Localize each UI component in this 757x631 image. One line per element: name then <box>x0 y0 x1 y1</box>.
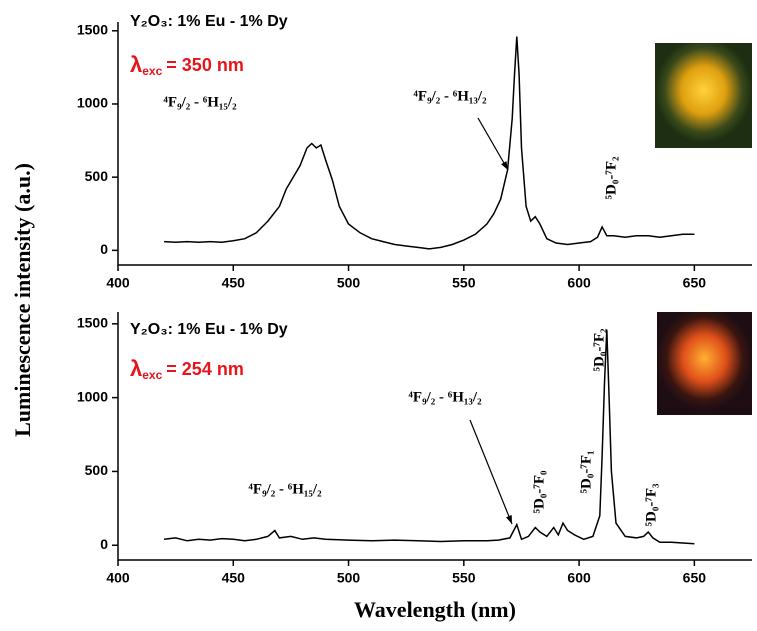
panel-title: Y₂O₃: 1% Eu - 1% Dy <box>130 321 288 338</box>
spectrum-line <box>164 36 695 250</box>
excitation-value: = 254 nm <box>166 359 244 379</box>
transition-label: ⁴F₉/₂ - ⁶H₁₃/₂ <box>408 389 482 405</box>
transition-label: ⁵D₀-⁷F₂ <box>591 328 607 371</box>
y-axis-label: Luminescence intensity (a.u.) <box>10 163 35 437</box>
panel-title: Y₂O₃: 1% Eu - 1% Dy <box>130 13 288 30</box>
y-tick-label: 1500 <box>77 315 108 331</box>
x-tick-label: 450 <box>222 275 246 291</box>
excitation-subscript: exc <box>142 368 162 382</box>
annotation-arrow <box>477 117 509 171</box>
excitation-subscript: exc <box>142 64 162 78</box>
x-axis-label: Wavelength (nm) <box>354 597 516 622</box>
arrow-head <box>505 515 512 524</box>
y-tick-label: 1000 <box>77 95 108 111</box>
excitation-label: λexc = 254 nm <box>130 356 244 382</box>
transition-label: ⁴F₉/₂ - ⁶H₁₅/₂ <box>248 481 322 497</box>
excitation-symbol: λ <box>130 356 142 381</box>
x-tick-label: 500 <box>337 570 361 586</box>
spectrum-line <box>164 329 695 545</box>
y-tick-label: 1500 <box>77 21 108 37</box>
x-tick-label: 400 <box>106 570 130 586</box>
transition-label: ⁴F₉/₂ - ⁶H₁₃/₂ <box>413 88 487 104</box>
x-tick-label: 500 <box>337 275 361 291</box>
y-tick-label: 1000 <box>77 388 108 404</box>
transition-label: ⁵D₀-⁷F₁ <box>578 451 594 494</box>
x-tick-label: 600 <box>567 570 591 586</box>
annotation-arrow <box>469 419 513 525</box>
x-tick-label: 550 <box>452 275 476 291</box>
x-tick-label: 450 <box>222 570 246 586</box>
x-tick-label: 400 <box>106 275 130 291</box>
excitation-symbol: λ <box>130 52 142 77</box>
y-tick-label: 500 <box>85 168 109 184</box>
transition-label: ⁴F₉/₂ - ⁶H₁₅/₂ <box>163 94 237 110</box>
x-tick-label: 650 <box>683 275 707 291</box>
x-tick-label: 600 <box>567 275 591 291</box>
x-tick-label: 550 <box>452 570 476 586</box>
y-tick-label: 0 <box>100 536 108 552</box>
y-tick-label: 500 <box>85 462 109 478</box>
inset-photo <box>655 43 752 148</box>
transition-label: ⁵D₀-⁷F₀ <box>531 470 547 513</box>
excitation-label: λexc = 350 nm <box>130 52 244 78</box>
y-tick-label: 0 <box>100 241 108 257</box>
transition-label: ⁵D₀-⁷F₂ <box>603 156 619 199</box>
arrow-head <box>501 161 508 170</box>
x-tick-label: 650 <box>683 570 707 586</box>
excitation-value: = 350 nm <box>166 55 244 75</box>
inset-photo <box>657 312 752 415</box>
transition-label: ⁵D₀-⁷F₃ <box>643 483 659 526</box>
